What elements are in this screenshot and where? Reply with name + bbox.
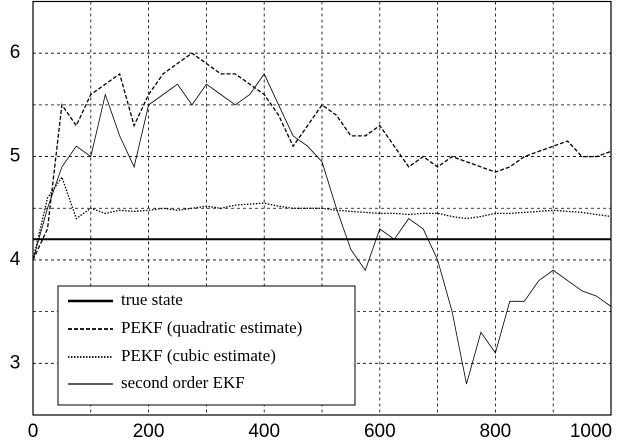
x-tick-label: 0 [28, 421, 39, 442]
series-line [32, 73, 612, 385]
x-tick-label: 1000 [570, 421, 612, 442]
legend-label: second order EKF [121, 373, 245, 392]
y-tick-label: 4 [10, 249, 21, 270]
plot-frame [32, 0, 612, 416]
legend-box [57, 285, 356, 406]
legend-label: PEKF (cubic estimate) [121, 346, 276, 365]
legend-label: true state [121, 290, 183, 309]
series-line [32, 52, 612, 261]
series-line [32, 175, 612, 261]
x-tick-label: 400 [248, 421, 280, 442]
y-tick-label: 3 [10, 352, 21, 373]
x-tick-label: 800 [480, 421, 512, 442]
legend-label: PEKF (quadratic estimate) [121, 318, 302, 337]
x-tick-label: 600 [364, 421, 396, 442]
y-tick-label: 6 [10, 42, 21, 63]
x-tick-label: 200 [133, 421, 165, 442]
y-tick-label: 5 [10, 146, 21, 167]
